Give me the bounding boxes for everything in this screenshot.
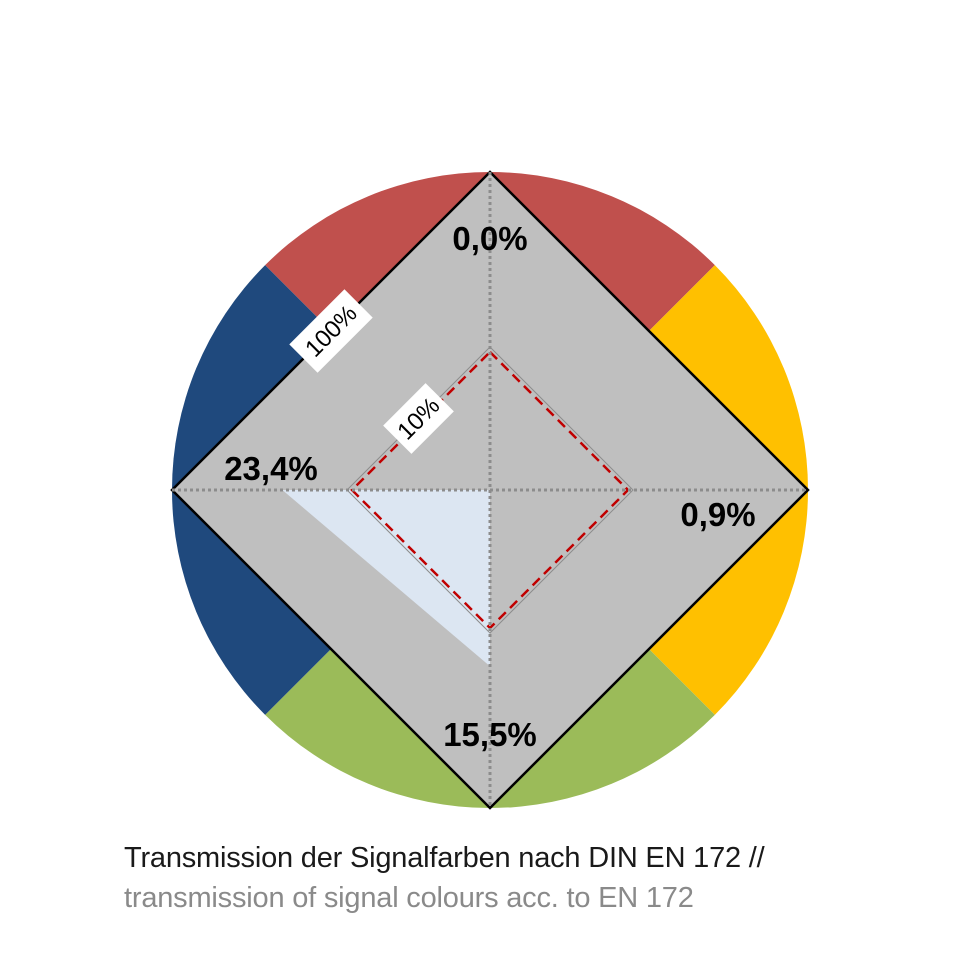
caption-german: Transmission der Signalfarben nach DIN E… [124, 842, 765, 874]
ref-label-100: 100% [289, 289, 373, 373]
value-label-red: 0,0% [452, 220, 527, 257]
value-label-yellow: 0,9% [680, 496, 755, 533]
value-label-blue: 23,4% [224, 450, 318, 487]
data-area [282, 490, 490, 667]
radar-axes [172, 172, 808, 808]
inner-diamond-10 [346, 346, 634, 634]
value-labels: 0,0% 0,9% 15,5% 23,4% [224, 220, 755, 753]
ref-label-box [383, 383, 454, 454]
caption-english: transmission of signal colours acc. to E… [124, 882, 694, 914]
ref-label-box [289, 289, 373, 373]
value-label-green: 15,5% [443, 716, 537, 753]
